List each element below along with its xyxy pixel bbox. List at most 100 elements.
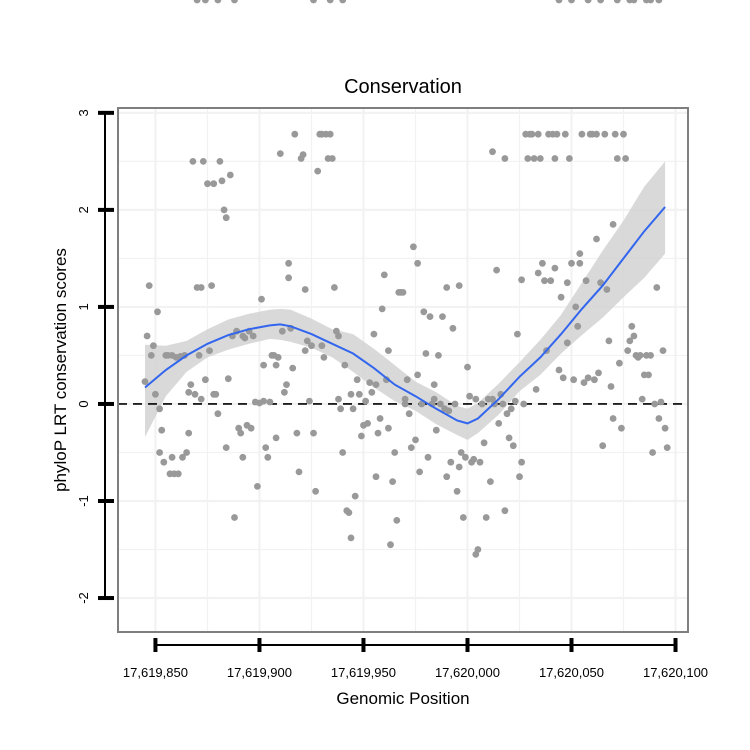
data-point <box>501 507 509 515</box>
data-point <box>618 424 625 432</box>
data-point <box>426 313 434 320</box>
data-point <box>401 395 409 403</box>
data-point <box>158 426 166 434</box>
data-point <box>630 332 638 340</box>
data-point <box>191 390 199 398</box>
data-point <box>593 130 600 138</box>
data-point <box>351 492 359 500</box>
data-point <box>143 332 151 340</box>
data-point <box>518 458 525 466</box>
data-point <box>566 155 573 162</box>
x-tick-label: 17,619,950 <box>331 665 396 680</box>
data-point <box>364 420 371 427</box>
x-tick-label: 17,620,000 <box>435 665 500 680</box>
data-point <box>422 350 430 357</box>
data-point <box>430 381 438 388</box>
data-point <box>231 0 238 4</box>
data-point <box>289 364 297 372</box>
data-point <box>249 332 257 340</box>
data-point <box>447 458 455 466</box>
data-point <box>597 0 604 4</box>
data-point <box>301 286 309 293</box>
data-point <box>156 449 164 456</box>
data-point <box>482 514 490 521</box>
x-axis: 17,619,850 17,619,900 17,619,950 17,620,000… <box>123 638 708 680</box>
data-point <box>145 282 153 289</box>
data-point <box>516 473 523 481</box>
smooth-fit-line <box>144 206 666 425</box>
data-point <box>387 541 394 549</box>
data-point <box>416 468 423 476</box>
data-point <box>597 279 604 287</box>
data-point <box>202 0 209 4</box>
data-point <box>272 434 280 442</box>
data-point <box>520 400 528 408</box>
data-point <box>424 453 432 461</box>
data-point <box>528 130 536 138</box>
data-point <box>347 534 355 542</box>
data-point <box>659 347 667 354</box>
data-point <box>401 400 409 408</box>
data-point <box>376 415 384 422</box>
data-point <box>410 243 417 251</box>
data-point <box>385 424 392 432</box>
data-point <box>210 390 218 398</box>
data-point <box>403 376 411 384</box>
data-point <box>199 158 207 165</box>
data-point <box>651 400 659 408</box>
data-point <box>534 269 542 277</box>
data-point <box>503 410 511 418</box>
data-point <box>231 514 238 521</box>
data-point <box>595 369 602 377</box>
data-point <box>647 0 654 4</box>
data-point <box>649 449 656 456</box>
data-point <box>613 155 621 162</box>
data-point <box>156 405 164 413</box>
data-point <box>370 330 378 338</box>
data-point <box>480 439 488 447</box>
data-point <box>539 259 546 267</box>
data-point <box>453 487 461 495</box>
data-point <box>339 449 347 456</box>
data-point <box>285 259 292 267</box>
data-point <box>414 371 421 379</box>
data-point <box>185 429 193 437</box>
data-point <box>493 266 500 274</box>
data-point <box>443 473 451 481</box>
y-tick-label: -1 <box>76 495 91 507</box>
data-point <box>260 397 267 405</box>
y-tick-label: 3 <box>76 109 91 116</box>
data-point <box>405 410 413 418</box>
confidence-band <box>145 161 666 440</box>
data-point <box>414 259 421 267</box>
data-point <box>578 130 586 138</box>
data-point <box>459 514 467 521</box>
data-point <box>239 453 247 461</box>
data-point <box>389 478 396 485</box>
data-point <box>328 155 336 162</box>
y-tick-label: 1 <box>76 303 91 310</box>
data-point <box>179 453 186 461</box>
data-point <box>187 381 195 388</box>
data-point <box>559 374 567 382</box>
data-point <box>449 324 457 332</box>
y-tick-label: -2 <box>76 592 91 604</box>
data-point <box>534 130 542 138</box>
data-point <box>337 405 344 413</box>
data-point <box>478 400 486 408</box>
data-point <box>630 0 638 4</box>
data-point <box>353 376 361 384</box>
data-point <box>563 279 571 287</box>
data-point <box>487 478 494 485</box>
data-point <box>372 473 380 481</box>
data-point <box>541 277 548 285</box>
data-point <box>653 284 661 291</box>
data-point <box>580 379 588 386</box>
data-point <box>345 509 353 516</box>
data-point <box>222 444 230 451</box>
data-point <box>183 449 191 456</box>
data-point <box>605 337 613 345</box>
data-point <box>489 148 496 156</box>
data-point <box>154 308 161 316</box>
data-point <box>645 371 652 379</box>
